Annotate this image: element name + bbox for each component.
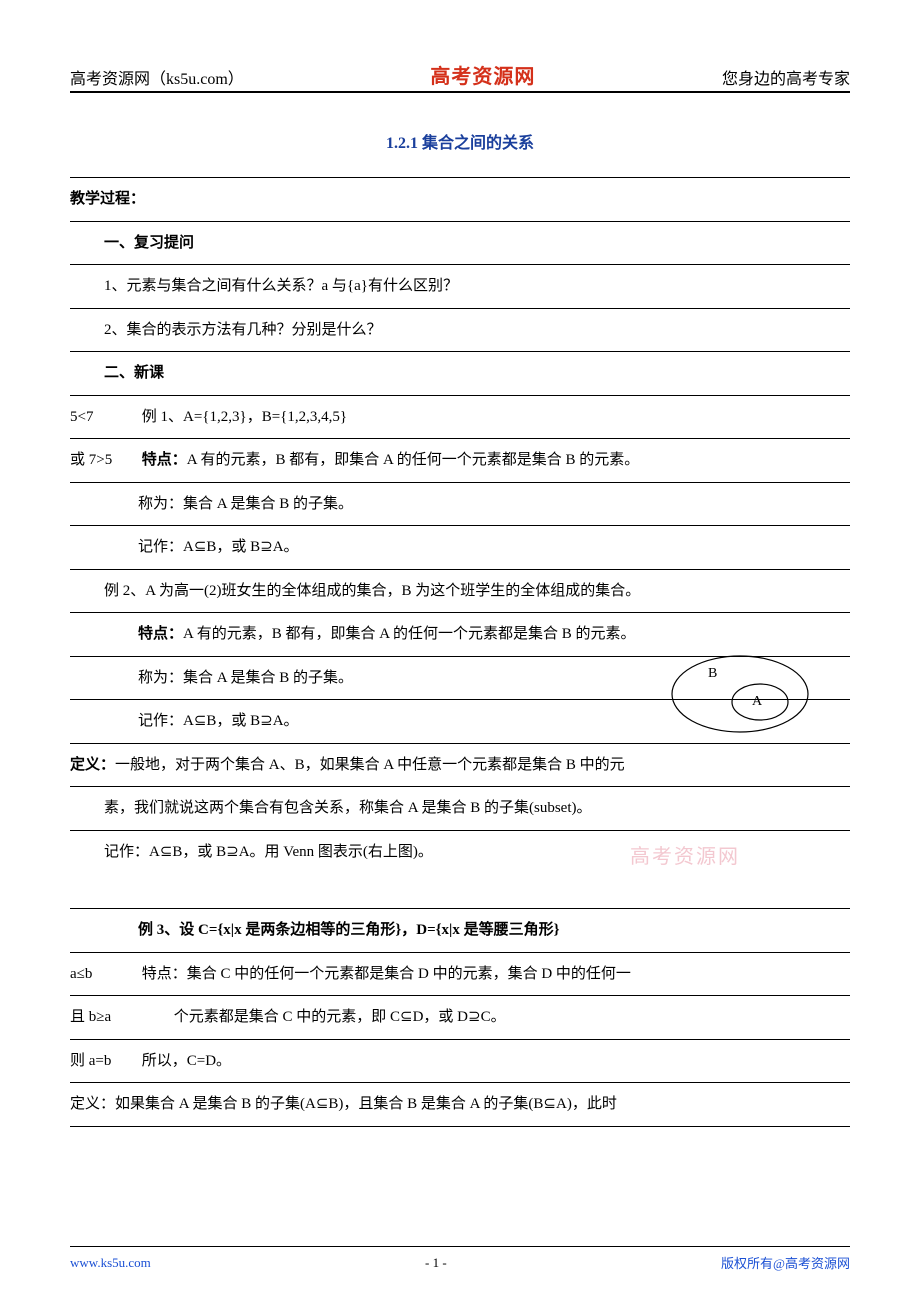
blank-gap <box>70 873 850 909</box>
text: 定义：如果集合 A 是集合 B 的子集(A⊆B)，且集合 B 是集合 A 的子集… <box>70 1096 617 1112</box>
text: 1、元素与集合之间有什么关系？a 与{a}有什么区别？ <box>70 274 458 300</box>
document-page: 高考资源网（ks5u.com） 高考资源网 您身边的高考专家 1.2.1 集合之… <box>0 0 920 1302</box>
footer-url: www.ks5u.com <box>70 1255 151 1271</box>
text: 例 1、A={1,2,3}，B={1,2,3,4,5} <box>142 409 347 425</box>
page-footer: www.ks5u.com - 1 - 版权所有@高考资源网 <box>70 1246 850 1272</box>
line-definition-1: 定义：一般地，对于两个集合 A、B，如果集合 A 中任意一个元素都是集合 B 中… <box>70 744 850 788</box>
text: 2、集合的表示方法有几种？分别是什么？ <box>70 318 382 344</box>
lead-text: 5<7 <box>70 405 138 431</box>
line-q1: 1、元素与集合之间有什么关系？a 与{a}有什么区别？ <box>70 265 850 309</box>
line-definition-1b: 素，我们就说这两个集合有包含关系，称集合 A 是集合 B 的子集(subset)… <box>70 787 850 831</box>
definition-label: 定义： <box>70 757 115 773</box>
text: 所以，C=D。 <box>142 1053 231 1069</box>
feature-label: 特点： <box>142 452 187 468</box>
line-ex2-called: 称为：集合 A 是集合 B 的子集。 B A <box>70 657 850 701</box>
line-ex3-feature-b: 且 b≥a 个元素都是集合 C 中的元素，即 C⊆D，或 D⊇C。 <box>70 996 850 1040</box>
line-ex3: 例 3、设 C={x|x 是两条边相等的三角形}，D={x|x 是等腰三角形} <box>70 909 850 953</box>
text: 个元素都是集合 C 中的元素，即 C⊆D，或 D⊇C。 <box>174 1009 506 1025</box>
text: 素，我们就说这两个集合有包含关系，称集合 A 是集合 B 的子集(subset)… <box>70 796 592 822</box>
text: 教学过程： <box>70 191 145 207</box>
text: 称为：集合 A 是集合 B 的子集。 <box>70 492 353 518</box>
header-center-logo: 高考资源网 <box>430 60 535 89</box>
line-q2: 2、集合的表示方法有几种？分别是什么？ <box>70 309 850 353</box>
line-definition-2: 定义：如果集合 A 是集合 B 的子集(A⊆B)，且集合 B 是集合 A 的子集… <box>70 1083 850 1127</box>
footer-page-number: - 1 - <box>425 1255 447 1271</box>
lead-text: 则 a=b <box>70 1049 138 1075</box>
text: 例 3、设 C={x|x 是两条边相等的三角形}，D={x|x 是等腰三角形} <box>70 918 560 944</box>
text: 一、复习提问 <box>70 231 194 257</box>
line-new-lesson: 二、新课 <box>70 352 850 396</box>
line-review-heading: 一、复习提问 <box>70 222 850 266</box>
section-title: 1.2.1 集合之间的关系 <box>70 130 850 157</box>
page-header: 高考资源网（ks5u.com） 高考资源网 您身边的高考专家 <box>70 60 850 93</box>
lead-text: a≤b <box>70 962 138 988</box>
title-row: 1.2.1 集合之间的关系 <box>70 111 850 178</box>
text: A 有的元素，B 都有，即集合 A 的任何一个元素都是集合 B 的元素。 <box>183 626 636 642</box>
feature-label: 特点： <box>138 626 183 642</box>
line-ex1-feature: 或 7>5 特点：A 有的元素，B 都有，即集合 A 的任何一个元素都是集合 B… <box>70 439 850 483</box>
header-left: 高考资源网（ks5u.com） <box>70 65 244 89</box>
text: 记作：A⊆B，或 B⊇A。用 Venn 图表示(右上图)。 <box>70 840 433 866</box>
line-ex2: 例 2、A 为高一(2)班女生的全体组成的集合，B 为这个班学生的全体组成的集合… <box>70 570 850 614</box>
line-teaching-process: 教学过程： <box>70 178 850 222</box>
watermark-text: 高考资源网 <box>630 840 740 874</box>
line-ex2-notation: 记作：A⊆B，或 B⊇A。 <box>70 700 850 744</box>
header-right: 您身边的高考专家 <box>722 65 850 89</box>
text: 例 2、A 为高一(2)班女生的全体组成的集合，B 为这个班学生的全体组成的集合… <box>70 579 640 605</box>
text: 记作：A⊆B，或 B⊇A。 <box>70 535 299 561</box>
lead-text: 或 7>5 <box>70 448 138 474</box>
venn-label-b: B <box>708 666 717 681</box>
text: 特点：集合 C 中的任何一个元素都是集合 D 中的元素，集合 D 中的任何一 <box>142 966 631 982</box>
line-ex1: 5<7 例 1、A={1,2,3}，B={1,2,3,4,5} <box>70 396 850 440</box>
line-ex1-notation: 记作：A⊆B，或 B⊇A。 <box>70 526 850 570</box>
text: A 有的元素，B 都有，即集合 A 的任何一个元素都是集合 B 的元素。 <box>187 452 640 468</box>
line-ex1-called: 称为：集合 A 是集合 B 的子集。 <box>70 483 850 527</box>
footer-copyright: 版权所有@高考资源网 <box>721 1253 850 1272</box>
text: 记作：A⊆B，或 B⊇A。 <box>70 709 299 735</box>
text: 一般地，对于两个集合 A、B，如果集合 A 中任意一个元素都是集合 B 中的元 <box>115 757 625 773</box>
text: 二、新课 <box>70 361 164 387</box>
line-ex3-feature: a≤b 特点：集合 C 中的任何一个元素都是集合 D 中的元素，集合 D 中的任… <box>70 953 850 997</box>
text: 称为：集合 A 是集合 B 的子集。 <box>70 666 353 692</box>
lead-text: 且 b≥a <box>70 1005 170 1031</box>
line-definition-notation: 记作：A⊆B，或 B⊇A。用 Venn 图表示(右上图)。 高考资源网 <box>70 831 850 874</box>
line-ex3-conclusion: 则 a=b 所以，C=D。 <box>70 1040 850 1084</box>
